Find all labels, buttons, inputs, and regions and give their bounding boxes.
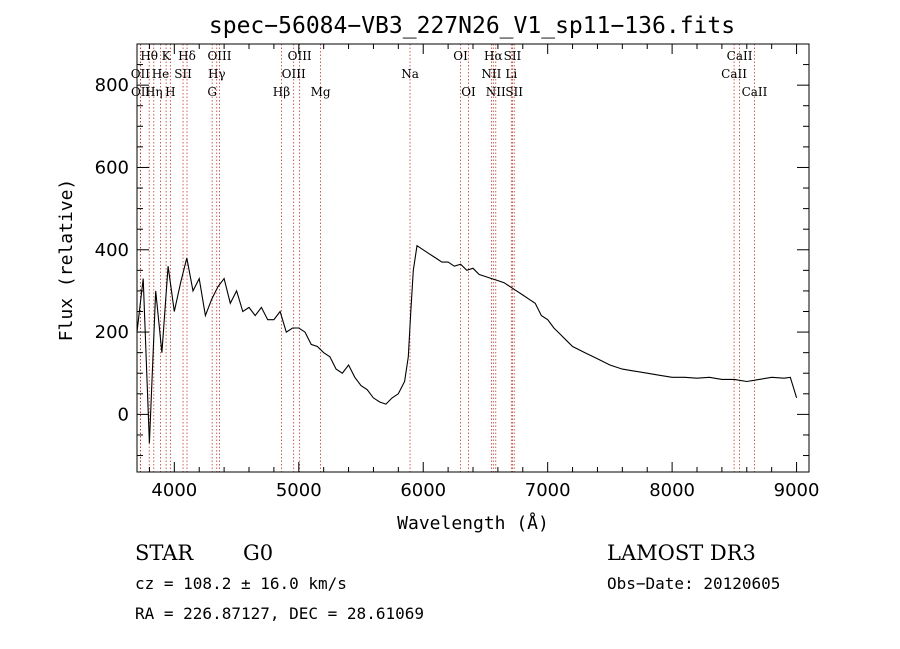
spectral-line-label: NII — [486, 85, 506, 99]
y-axis-label: Flux (relative) — [56, 179, 77, 342]
x-tick-label: 5000 — [276, 480, 322, 501]
y-tick-label: 200 — [95, 322, 129, 343]
survey-name: LAMOST DR3 — [607, 541, 756, 565]
x-tick-label: 8000 — [649, 480, 695, 501]
object-subclass: G0 — [243, 541, 273, 565]
spectral-line-label: Hγ — [208, 67, 226, 81]
spectral-line-label: SII — [504, 49, 522, 63]
x-axis-ticks: 4000 5000 6000 7000 8000 9000 — [148, 44, 820, 501]
x-tick-label: 7000 — [525, 480, 571, 501]
plot-frame — [136, 43, 810, 473]
spectral-line-label: H — [165, 85, 175, 99]
spectrum-line — [136, 244, 798, 444]
x-tick-label: 6000 — [400, 480, 446, 501]
chart-title: spec−56084−VB3_227N26_V1_sp11−136.fits — [209, 13, 735, 39]
spectral-line-label: G — [207, 85, 217, 99]
y-tick-label: 0 — [118, 404, 129, 425]
spectral-line-label: OIII — [288, 49, 312, 63]
x-axis-label: Wavelength (Å) — [397, 512, 549, 534]
y-tick-label: 400 — [95, 240, 129, 261]
line-marker-labels: Hθ OII OII K He Hη H Hδ SII OIII Hγ G Hβ OIII OIII Mg Na… — [131, 49, 768, 99]
line-markers — [139, 44, 755, 472]
spectral-line-label: OIII — [207, 49, 231, 63]
spectral-line-label: Hη — [145, 85, 163, 99]
object-class: STAR — [135, 541, 194, 565]
redshift-velocity: cz = 108.2 ± 16.0 km/s — [135, 574, 347, 593]
spectral-line-label: K — [162, 49, 172, 63]
spectral-line-label: Hθ — [140, 49, 158, 63]
spectral-line-label: SII — [174, 67, 192, 81]
spectral-line-label: OI — [453, 49, 468, 63]
spectral-line-label: Li — [505, 67, 517, 81]
spectral-line-label: OII — [131, 67, 151, 81]
spectral-line-label: OI — [461, 85, 476, 99]
y-tick-label: 800 — [95, 75, 129, 96]
spectral-line-label: Hβ — [273, 85, 290, 99]
spectral-line-label: Na — [401, 67, 419, 81]
spectral-line-label: CaII — [727, 49, 753, 63]
spectral-line-label: OIII — [282, 67, 306, 81]
y-axis-ticks: 0 200 400 600 800 — [95, 64, 809, 457]
spectral-line-label: Mg — [311, 85, 331, 99]
spectral-line-label: NII — [481, 67, 501, 81]
spectral-line-label: Hα — [484, 49, 503, 63]
spectral-line-label: He — [152, 67, 170, 81]
x-tick-label: 4000 — [151, 480, 197, 501]
spectral-line-label: CaII — [721, 67, 747, 81]
observation-date: Obs−Date: 20120605 — [607, 574, 780, 593]
spectral-line-label: Hδ — [178, 49, 196, 63]
spectral-line-label: OII — [131, 85, 151, 99]
spectral-line-label: SII — [505, 85, 523, 99]
x-tick-label: 9000 — [774, 480, 820, 501]
y-tick-label: 600 — [95, 157, 129, 178]
spectral-line-label: CaII — [742, 85, 768, 99]
coordinates: RA = 226.87127, DEC = 28.61069 — [135, 604, 424, 623]
